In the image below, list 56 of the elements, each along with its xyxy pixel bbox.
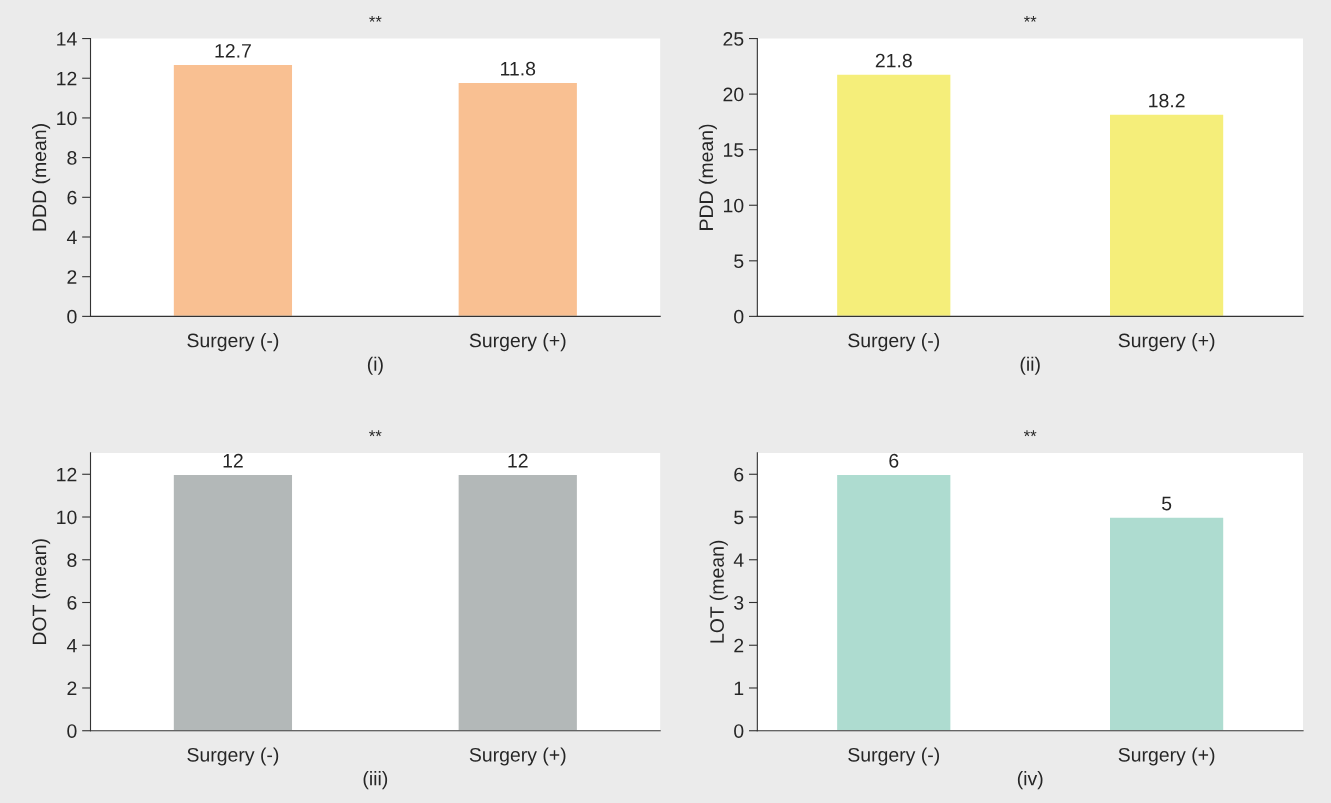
- y-tick-label: 12: [57, 467, 77, 482]
- data-label: 6: [889, 453, 899, 468]
- y-tick-label: 5: [734, 510, 744, 525]
- y-tick-label: 0: [734, 309, 744, 324]
- x-axis-title: (iv): [1017, 771, 1043, 790]
- y-tick-label: 0: [734, 724, 744, 738]
- y-tick-label: 12: [57, 71, 77, 86]
- y-tick-label: 4: [66, 638, 77, 653]
- y-tick-label: 5: [734, 254, 744, 269]
- y-axis-title: PDD (mean): [698, 124, 717, 230]
- y-tick-label: 20: [723, 87, 744, 102]
- y-tick-label: 2: [67, 270, 77, 284]
- y-axis-title: DOT (mean): [32, 539, 51, 645]
- y-tick-label: 10: [57, 111, 77, 126]
- data-label: 12: [508, 453, 528, 468]
- x-tick-label: Surgery (+): [1118, 333, 1215, 352]
- y-tick-label: 1: [734, 681, 744, 696]
- data-label: 12: [223, 453, 243, 468]
- y-tick-label: 10: [57, 510, 77, 525]
- y-tick-label: 2: [734, 638, 744, 653]
- y-tick-label: 6: [67, 190, 77, 205]
- y-axis-title: LOT (mean): [709, 540, 728, 643]
- data-label: 5: [1161, 496, 1172, 511]
- data-label: 11.8: [501, 61, 536, 76]
- data-label: 21.8: [875, 53, 912, 68]
- x-tick-label: Surgery (-): [187, 747, 279, 766]
- y-tick-label: 15: [724, 143, 744, 157]
- x-tick-label: Surgery (+): [469, 333, 566, 352]
- x-tick-label: Surgery (-): [848, 333, 940, 352]
- chart-title: **: [1023, 15, 1037, 22]
- y-tick-label: 6: [67, 595, 77, 610]
- y-tick-label: 0: [67, 309, 77, 324]
- y-tick-label: 10: [724, 198, 744, 213]
- y-tick-label: 4: [733, 553, 744, 567]
- y-tick-label: 8: [67, 553, 77, 567]
- data-label: 12.7: [215, 43, 251, 58]
- y-tick-label: 6: [734, 467, 744, 482]
- y-tick-label: 4: [66, 230, 77, 245]
- chart-title: **: [1023, 430, 1037, 437]
- y-tick-label: 14: [57, 32, 77, 46]
- x-axis-title: (ii): [1020, 356, 1040, 375]
- y-axis-title: DDD (mean): [32, 124, 51, 231]
- x-axis-title: (i): [367, 356, 383, 375]
- y-tick-label: 25: [723, 32, 744, 46]
- x-tick-label: Surgery (+): [469, 747, 566, 766]
- x-tick-label: Surgery (-): [187, 333, 279, 352]
- chart-title: **: [369, 15, 382, 22]
- y-tick-label: 3: [734, 595, 744, 610]
- y-tick-label: 0: [67, 724, 77, 738]
- chart-title: **: [369, 430, 382, 437]
- x-tick-label: Surgery (-): [848, 747, 940, 766]
- x-tick-label: Surgery (+): [1118, 747, 1215, 766]
- data-label: 18.2: [1149, 93, 1185, 108]
- y-tick-label: 2: [67, 681, 77, 696]
- y-tick-label: 8: [67, 151, 77, 165]
- x-axis-title: (iii): [363, 771, 388, 790]
